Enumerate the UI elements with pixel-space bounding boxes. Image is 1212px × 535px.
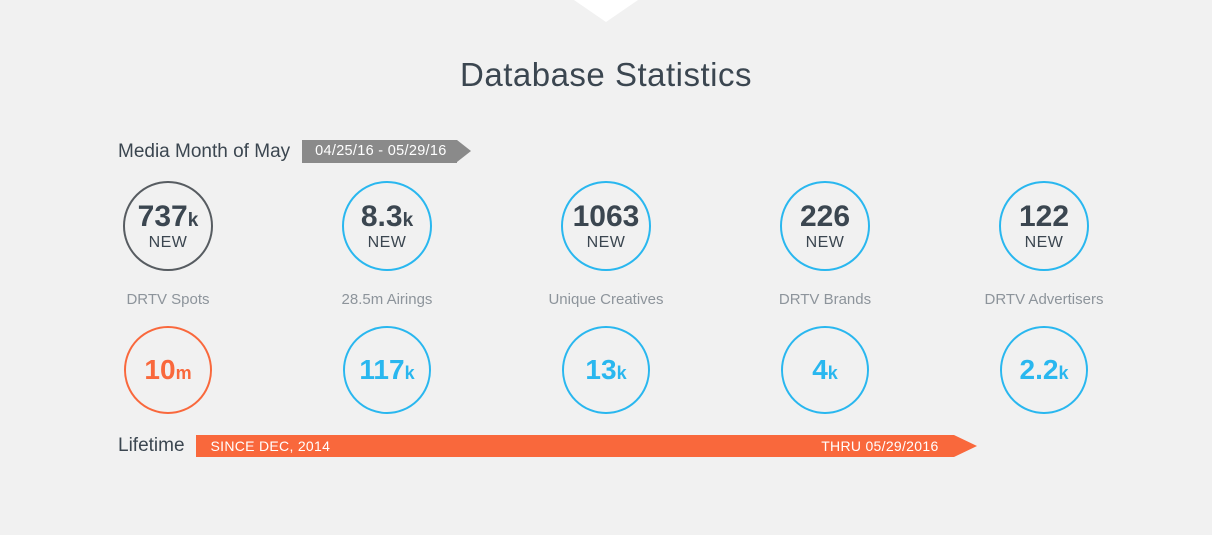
lifetime-stat-circle: 4k — [781, 326, 869, 414]
stat-column-drtv-brands: 4k — [716, 326, 935, 414]
stat-suffix: k — [404, 363, 415, 383]
stat-column-airings: 117k — [278, 326, 497, 414]
stat-column-unique-creatives: 1063 NEW — [497, 181, 716, 271]
lifetime-thru-text: THRU 05/29/2016 — [821, 437, 939, 454]
stat-value: 122 — [1018, 199, 1070, 233]
stat-value: 117k — [359, 354, 415, 385]
stat-column-drtv-spots: 737k NEW — [59, 181, 278, 271]
lifetime-header: Lifetime SINCE DEC, 2014 THRU 05/29/2016 — [118, 434, 1212, 457]
media-month-header: Media Month of May 04/25/16 - 05/29/16 — [118, 140, 1212, 163]
monthly-stat-circle: 226 NEW — [780, 181, 870, 271]
media-month-label: Media Month of May — [118, 141, 291, 162]
lifetime-stat-circle: 10m — [124, 326, 212, 414]
stat-column-drtv-advertisers: 122 NEW — [935, 181, 1154, 271]
stat-column-drtv-spots: 10m — [59, 326, 278, 414]
monthly-stat-circle: 122 NEW — [999, 181, 1089, 271]
stat-value: 4k — [812, 354, 838, 385]
lifetime-stats-row: 10m 117k 13k 4k 2.2k — [0, 326, 1212, 414]
stat-value: 2.2k — [1019, 354, 1069, 385]
stat-value: 737k — [137, 199, 199, 233]
stat-caption: NEW — [1024, 233, 1064, 251]
stat-caption: NEW — [367, 233, 407, 251]
stat-suffix: k — [1058, 363, 1069, 383]
lifetime-stat-circle: 13k — [562, 326, 650, 414]
stat-column-drtv-advertisers: 2.2k — [935, 326, 1154, 414]
lifetime-stat-circle: 2.2k — [1000, 326, 1088, 414]
stat-value: 8.3k — [360, 199, 414, 233]
monthly-stat-circle: 1063 NEW — [561, 181, 651, 271]
stat-label: 28.5m Airings — [341, 291, 433, 308]
stat-value: 226 — [799, 199, 851, 233]
monthly-stat-circle: 8.3k NEW — [342, 181, 432, 271]
stat-label: DRTV Spots — [126, 291, 210, 308]
lifetime-label: Lifetime — [118, 435, 185, 456]
media-month-date-badge: 04/25/16 - 05/29/16 — [302, 140, 472, 163]
stat-label: Unique Creatives — [548, 291, 664, 308]
stat-column-airings: 8.3k NEW — [278, 181, 497, 271]
page-title: Database Statistics — [460, 56, 752, 93]
stat-suffix: k — [187, 209, 199, 231]
stat-suffix: k — [827, 363, 838, 383]
stat-suffix: m — [175, 363, 192, 383]
stat-value: 10m — [144, 354, 192, 385]
stat-suffix: k — [616, 363, 627, 383]
stat-labels-row: DRTV Spots 28.5m Airings Unique Creative… — [0, 292, 1212, 307]
stat-value: 13k — [585, 354, 627, 385]
monthly-stat-circle: 737k NEW — [123, 181, 213, 271]
stat-label: DRTV Brands — [778, 291, 872, 308]
stat-value: 1063 — [572, 199, 640, 233]
lifetime-date-banner: SINCE DEC, 2014 THRU 05/29/2016 — [195, 434, 977, 457]
monthly-stats-row: 737k NEW 8.3k NEW 1063 NEW 226 NEW 122 — [0, 181, 1212, 271]
stat-caption: NEW — [805, 233, 845, 251]
stat-column-drtv-brands: 226 NEW — [716, 181, 935, 271]
stat-caption: NEW — [586, 233, 626, 251]
stat-label: DRTV Advertisers — [984, 291, 1104, 308]
lifetime-since-text: SINCE DEC, 2014 — [210, 437, 331, 454]
stat-column-unique-creatives: 13k — [497, 326, 716, 414]
top-notch-triangle — [574, 0, 638, 22]
lifetime-stat-circle: 117k — [343, 326, 431, 414]
stat-caption: NEW — [148, 233, 188, 251]
stat-suffix: k — [402, 209, 414, 231]
